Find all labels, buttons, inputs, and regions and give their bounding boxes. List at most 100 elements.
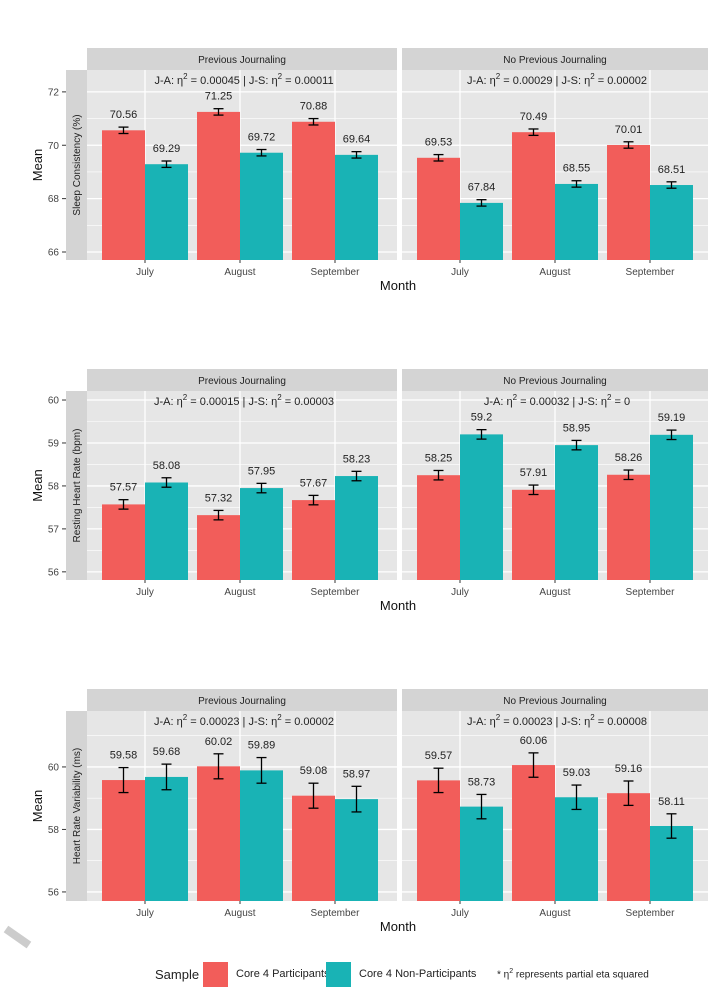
data-label: 59.58 [110, 750, 138, 762]
y-tick-label: 60 [48, 396, 60, 407]
data-label: 69.53 [425, 137, 453, 149]
data-label: 70.01 [615, 124, 643, 136]
legend-swatch-non-participants [326, 962, 351, 987]
bar-core-4-participants [607, 793, 650, 901]
annotation-part: = 0.00045 | J-S: η [188, 75, 278, 87]
bar-core-4-non-participants [555, 183, 598, 260]
data-label: 58.23 [343, 453, 371, 465]
annotation-part: J-A: η [154, 396, 183, 408]
y-strip [66, 70, 87, 260]
data-label: 58.95 [563, 422, 591, 434]
y-tick-label: 58 [48, 481, 60, 492]
y-strip-label: Sleep Consistency (%) [72, 114, 83, 215]
data-label: 68.51 [658, 164, 686, 176]
y-tick-label: 68 [48, 194, 60, 205]
data-label: 57.67 [300, 477, 328, 489]
y-strip-label: Heart Rate Variability (ms) [72, 748, 83, 865]
facet-strip [87, 369, 397, 391]
bar-core-4-participants [102, 504, 145, 580]
bar-core-4-participants [197, 111, 240, 261]
legend: Sample Core 4 Participants Core 4 Non-Pa… [0, 962, 708, 988]
x-axis-title: Month [380, 598, 416, 613]
data-label: 58.26 [615, 452, 643, 464]
x-tick-label: July [136, 587, 154, 598]
facet-title: Previous Journaling [198, 696, 286, 707]
data-label: 68.55 [563, 163, 591, 175]
data-label: 58.73 [468, 776, 496, 788]
data-label: 67.84 [468, 182, 496, 194]
annotation-part: = 0.00008 [595, 716, 647, 728]
facet-title: No Previous Journaling [503, 55, 606, 66]
data-label: 57.32 [205, 492, 233, 504]
annotation-part: = 0.00002 [595, 75, 647, 87]
facet-title: No Previous Journaling [503, 696, 606, 707]
y-tick-label: 60 [48, 762, 60, 773]
eta-annotation: J-A: η2 = 0.00023 | J-S: η2 = 0.00002 [154, 713, 334, 728]
x-tick-label: August [224, 587, 255, 598]
x-tick-label: July [451, 908, 469, 919]
facet-title: Previous Journaling [198, 55, 286, 66]
bar-core-4-non-participants [145, 776, 188, 901]
data-label: 58.08 [153, 460, 181, 472]
data-label: 59.89 [248, 740, 276, 752]
x-tick-label: August [224, 908, 255, 919]
y-strip-label: Resting Heart Rate (bpm) [72, 429, 83, 543]
bar-core-4-non-participants [460, 202, 503, 260]
data-label: 59.16 [615, 763, 643, 775]
bar-core-4-non-participants [650, 434, 693, 580]
bar-core-4-participants [512, 765, 555, 901]
bar-core-4-participants [292, 500, 335, 580]
y-tick-label: 70 [48, 141, 60, 152]
x-tick-label: September [626, 587, 676, 598]
superscript: 2 [183, 393, 188, 402]
annotation-part: J-A: η [154, 716, 183, 728]
data-label: 57.95 [248, 465, 276, 477]
note-text: represents partial eta squared [513, 969, 649, 981]
x-tick-label: September [311, 908, 361, 919]
bar-core-4-participants [292, 795, 335, 901]
facet-strip [87, 689, 397, 711]
bar-core-4-non-participants [460, 434, 503, 580]
y-tick-label: 66 [48, 247, 60, 258]
bar-core-4-participants [607, 144, 650, 260]
annotation-part: J-A: η [484, 396, 513, 408]
annotation-part: = 0.00003 [282, 396, 334, 408]
data-label: 58.97 [343, 768, 371, 780]
superscript: 2 [496, 713, 501, 722]
superscript: 2 [590, 713, 595, 722]
data-label: 59.68 [153, 746, 181, 758]
bar-core-4-non-participants [240, 488, 283, 580]
legend-label-non-participants: Core 4 Non-Participants [359, 968, 477, 980]
bar-core-4-non-participants [555, 797, 598, 901]
y-tick-label: 56 [48, 567, 60, 578]
data-label: 57.57 [110, 482, 138, 494]
data-label: 57.91 [520, 467, 548, 479]
annotation-part: J-A: η [467, 75, 496, 87]
x-tick-label: July [136, 908, 154, 919]
data-label: 69.29 [153, 143, 181, 155]
annotation-part: = 0 [611, 396, 630, 408]
bar-core-4-non-participants [240, 152, 283, 260]
y-axis-title: Mean [30, 790, 45, 823]
data-label: 69.72 [248, 132, 276, 144]
facet-title: No Previous Journaling [503, 376, 606, 387]
facet-strip [402, 689, 708, 711]
eta-annotation: J-A: η2 = 0.00015 | J-S: η2 = 0.00003 [154, 393, 334, 408]
bar-core-4-participants [417, 780, 460, 901]
eta-annotation: J-A: η2 = 0.00045 | J-S: η2 = 0.00011 [154, 72, 333, 87]
x-tick-label: September [626, 267, 676, 278]
superscript: 2 [277, 713, 282, 722]
y-tick-label: 57 [48, 524, 60, 535]
superscript: 2 [277, 393, 282, 402]
x-tick-label: September [626, 908, 676, 919]
bar-core-4-participants [512, 132, 555, 260]
bar-core-4-participants [417, 475, 460, 580]
x-axis-title: Month [380, 278, 416, 293]
annotation-part: = 0.00023 | J-S: η [187, 716, 277, 728]
bar-core-4-non-participants [335, 799, 378, 901]
legend-note: * η2 represents partial eta squared [497, 968, 649, 980]
legend-swatch-participants [203, 962, 228, 987]
bar-core-4-non-participants [145, 164, 188, 260]
y-tick-label: 72 [48, 87, 60, 98]
